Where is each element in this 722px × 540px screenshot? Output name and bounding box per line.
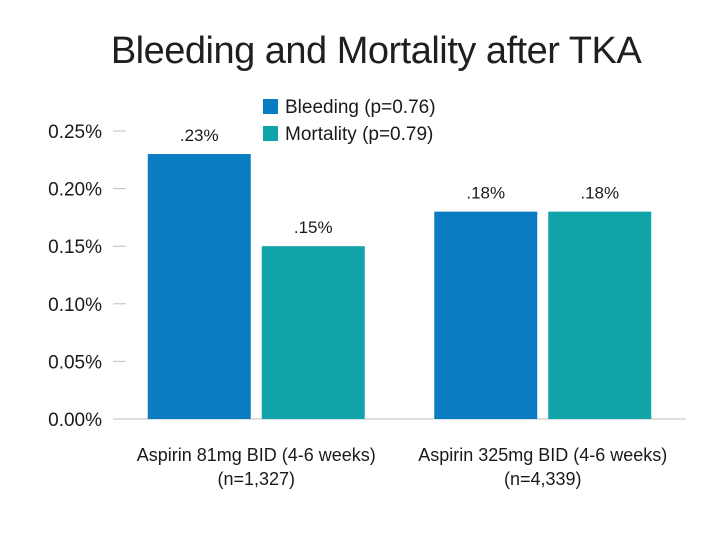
x-tick-label: Aspirin 325mg BID (4-6 weeks) xyxy=(418,445,667,465)
bar xyxy=(147,154,251,420)
y-tick-label: 0.10% xyxy=(48,295,102,316)
bar xyxy=(434,211,538,419)
legend-swatch xyxy=(263,126,278,141)
data-label: .23% xyxy=(180,126,219,145)
bar xyxy=(261,246,365,419)
legend-swatch xyxy=(263,99,278,114)
y-tick-label: 0.20% xyxy=(48,180,102,201)
y-tick-label: 0.05% xyxy=(48,352,102,373)
data-label: .18% xyxy=(466,184,505,203)
y-tick-label: 0.00% xyxy=(48,410,102,431)
data-label: .15% xyxy=(294,218,333,237)
x-tick-label: (n=1,327) xyxy=(217,469,295,489)
legend-label: Mortality (p=0.79) xyxy=(285,124,433,145)
data-label: .18% xyxy=(580,184,619,203)
legend-label: Bleeding (p=0.76) xyxy=(285,97,436,118)
y-tick-label: 0.15% xyxy=(48,237,102,258)
bar xyxy=(548,211,652,419)
y-tick-label: 0.25% xyxy=(48,122,102,143)
x-tick-label: (n=4,339) xyxy=(504,469,582,489)
chart-title: Bleeding and Mortality after TKA xyxy=(110,30,642,72)
x-tick-label: Aspirin 81mg BID (4-6 weeks) xyxy=(137,445,376,465)
